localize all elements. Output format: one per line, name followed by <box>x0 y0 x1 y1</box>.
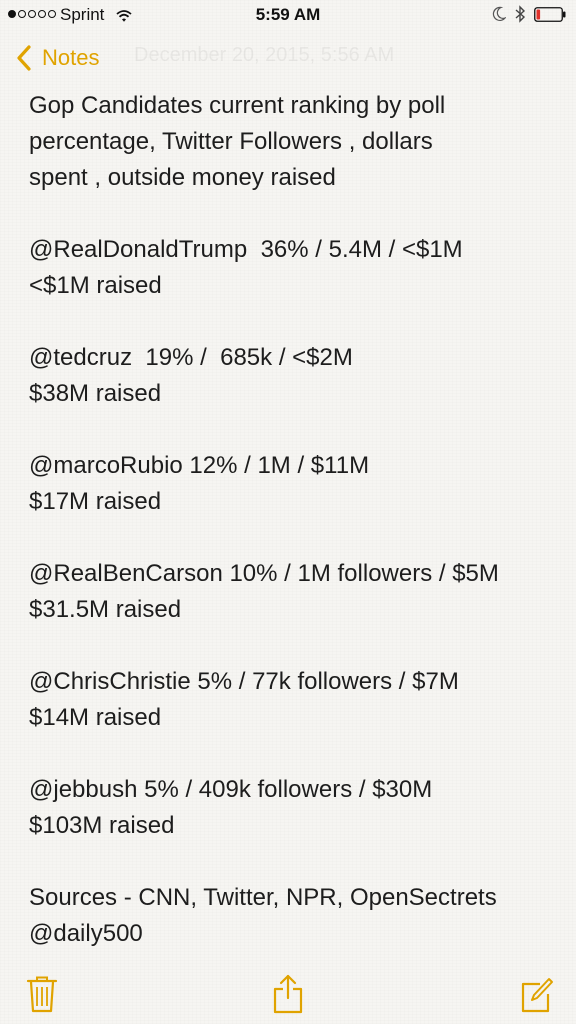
note-line: @ChrisChristie 5% / 77k followers / $7M <box>29 668 459 695</box>
blank-line <box>29 628 558 664</box>
note-line: @marcoRubio 12% / 1M / $11M <box>29 452 370 479</box>
blank-line <box>29 196 558 232</box>
wifi-icon <box>116 8 132 22</box>
moon-icon <box>492 6 507 22</box>
share-button[interactable] <box>270 974 306 1014</box>
back-button-label: Notes <box>42 45 100 70</box>
trash-button[interactable] <box>24 974 60 1014</box>
trash-icon <box>26 976 58 1013</box>
status-time: 5:59 AM <box>255 5 321 24</box>
signal-strength-icon <box>8 10 56 18</box>
battery-level-fill <box>536 9 541 20</box>
chevron-left-icon <box>17 45 31 71</box>
compose-button[interactable] <box>518 974 554 1014</box>
battery-icon <box>534 7 566 22</box>
nav-bar: Notes December 20, 2015, 5:56 AM <box>0 36 576 80</box>
signal-dot <box>8 10 16 18</box>
note-line: @daily500 <box>29 920 143 947</box>
note-text-area[interactable]: Gop Candidates current ranking by poll pe… <box>29 88 558 952</box>
blank-line <box>29 736 558 772</box>
note-line: @tedcruz 19% / 685k / <$2M <box>29 344 353 371</box>
note-line: $103M raised <box>29 812 175 839</box>
blank-line <box>29 304 558 340</box>
carrier-name: Sprint <box>60 5 105 24</box>
note-line: spent , outside money raised <box>29 164 336 191</box>
note-line: percentage, Twitter Followers , dollars <box>29 128 433 155</box>
bluetooth-icon <box>514 5 526 23</box>
note-line: @RealDonaldTrump 36% / 5.4M / <$1M <box>29 236 463 263</box>
note-line: $14M raised <box>29 704 162 731</box>
back-to-notes-button[interactable]: Notes <box>16 40 99 76</box>
bottom-toolbar <box>0 968 576 1020</box>
signal-dot <box>18 10 26 18</box>
share-icon <box>273 974 303 1014</box>
blank-line <box>29 412 558 448</box>
signal-dot <box>48 10 56 18</box>
blank-line <box>29 520 558 556</box>
compose-icon <box>521 978 553 1013</box>
note-line: <$1M raised <box>29 272 162 299</box>
signal-dot <box>28 10 36 18</box>
note-date: December 20, 2015, 5:56 AM <box>134 44 395 66</box>
note-line: $17M raised <box>29 488 162 515</box>
note-line: $31.5M raised <box>29 596 182 623</box>
note-line: $38M raised <box>29 380 162 407</box>
status-bar: Sprint 5:59 AM <box>0 0 576 32</box>
note-line: @RealBenCarson 10% / 1M followers / $5M <box>29 560 499 587</box>
note-line: @jebbush 5% / 409k followers / $30M <box>29 776 433 803</box>
note-line: Sources - CNN, Twitter, NPR, OpenSectret… <box>29 884 497 911</box>
blank-line <box>29 844 558 880</box>
note-line: Gop Candidates current ranking by poll <box>29 92 446 119</box>
signal-dot <box>38 10 46 18</box>
